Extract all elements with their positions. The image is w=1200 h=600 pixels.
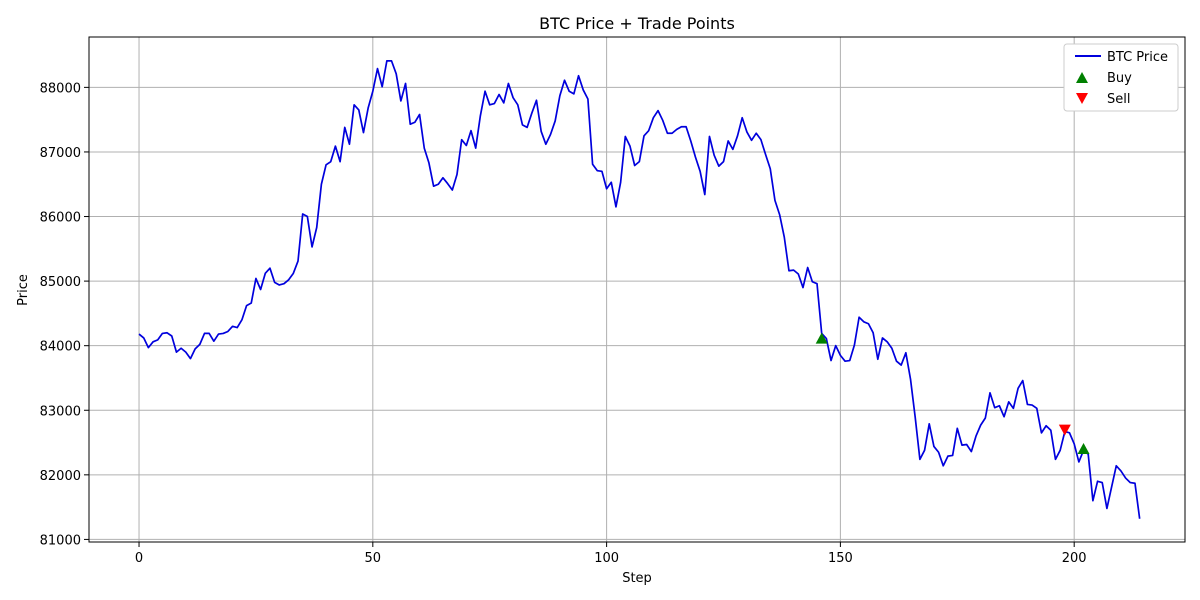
y-tick-label: 83000 <box>40 404 81 419</box>
legend-label-sell: Sell <box>1107 92 1130 107</box>
x-tick-label: 0 <box>135 551 143 566</box>
x-tick-label: 200 <box>1062 551 1087 566</box>
plot-frame <box>88 36 1186 543</box>
buy-marker <box>815 332 828 344</box>
legend-box <box>1063 43 1179 112</box>
y-tick-label: 81000 <box>40 533 81 548</box>
y-tick-label: 85000 <box>40 275 81 290</box>
y-tick-label: 86000 <box>40 211 81 226</box>
marker-layer <box>815 332 1090 455</box>
legend-label-buy: Buy <box>1107 71 1132 86</box>
grid <box>89 37 1185 542</box>
y-tick-label: 84000 <box>40 340 81 355</box>
x-tick-label: 50 <box>365 551 382 566</box>
sell-marker <box>1058 424 1071 436</box>
x-tick-label: 150 <box>828 551 853 566</box>
x-axis-label: Step <box>622 571 652 586</box>
y-axis-label: Price <box>16 274 31 306</box>
series-layer <box>138 60 1141 519</box>
chart-title: BTC Price + Trade Points <box>539 14 735 33</box>
legend-buy-marker <box>1076 72 1088 83</box>
y-tick-label: 82000 <box>40 469 81 484</box>
y-axis: 81000 82000 83000 84000 85000 86000 87000 88000 <box>40 81 89 548</box>
x-axis: 0 50 100 150 200 <box>135 542 1087 566</box>
legend-sell-marker <box>1076 93 1088 104</box>
legend: BTC Price Buy Sell <box>1063 43 1179 112</box>
x-tick-label: 100 <box>594 551 619 566</box>
y-tick-label: 88000 <box>40 81 81 96</box>
legend-label-btc-price: BTC Price <box>1107 50 1168 65</box>
buy-marker <box>1077 443 1090 455</box>
y-tick-label: 87000 <box>40 146 81 161</box>
series-line-btc-price <box>138 60 1141 519</box>
